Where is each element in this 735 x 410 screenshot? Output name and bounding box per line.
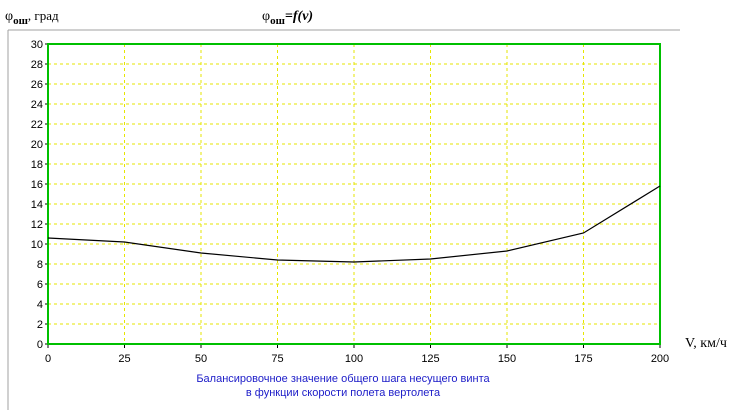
y-tick-label: 14 [31, 199, 43, 211]
y-tick-label: 20 [31, 139, 43, 151]
caption: Балансировочное значение общего шага нес… [196, 373, 490, 385]
y-tick-label: 22 [31, 119, 43, 131]
y-tick-label: 0 [37, 339, 43, 351]
x-tick-label: 200 [651, 353, 669, 365]
label-text: , град [28, 8, 59, 23]
y-tick-label: 4 [37, 299, 43, 311]
y-tick-label: 24 [31, 99, 43, 111]
chart-title: φош=f(v) [262, 9, 313, 27]
x-tick-label: 125 [421, 353, 439, 365]
x-axis-label: V, км/ч [685, 336, 727, 351]
y-tick-label: 18 [31, 159, 43, 171]
data-line [47, 185, 661, 263]
plot-frame [47, 43, 661, 345]
symbol: φ [5, 9, 13, 24]
y-tick-label: 30 [31, 39, 43, 51]
symbol: φ [262, 9, 270, 24]
x-tick-label: 25 [118, 353, 130, 365]
y-tick-label: 10 [31, 239, 43, 251]
y-tick-label: 26 [31, 79, 43, 91]
y-tick-label: 12 [31, 219, 43, 231]
x-tick-label: 150 [498, 353, 516, 365]
y-tick-label: 8 [37, 259, 43, 271]
subscript: ош [13, 15, 28, 27]
x-tick-label: 50 [195, 353, 207, 365]
y-tick-label: 6 [37, 279, 43, 291]
y-tick-label: 28 [31, 59, 43, 71]
y-tick-label: 16 [31, 179, 43, 191]
title-text: =f(v) [285, 9, 313, 24]
x-tick-label: 100 [345, 353, 363, 365]
x-tick-label: 175 [574, 353, 592, 365]
y-axis-label: φош, град [5, 8, 59, 27]
x-tick-label: 75 [271, 353, 283, 365]
caption: в функции скорости полета вертолета [246, 387, 441, 399]
subscript: ош [270, 15, 285, 27]
x-tick-label: 0 [45, 353, 51, 365]
y-tick-label: 2 [37, 319, 43, 331]
